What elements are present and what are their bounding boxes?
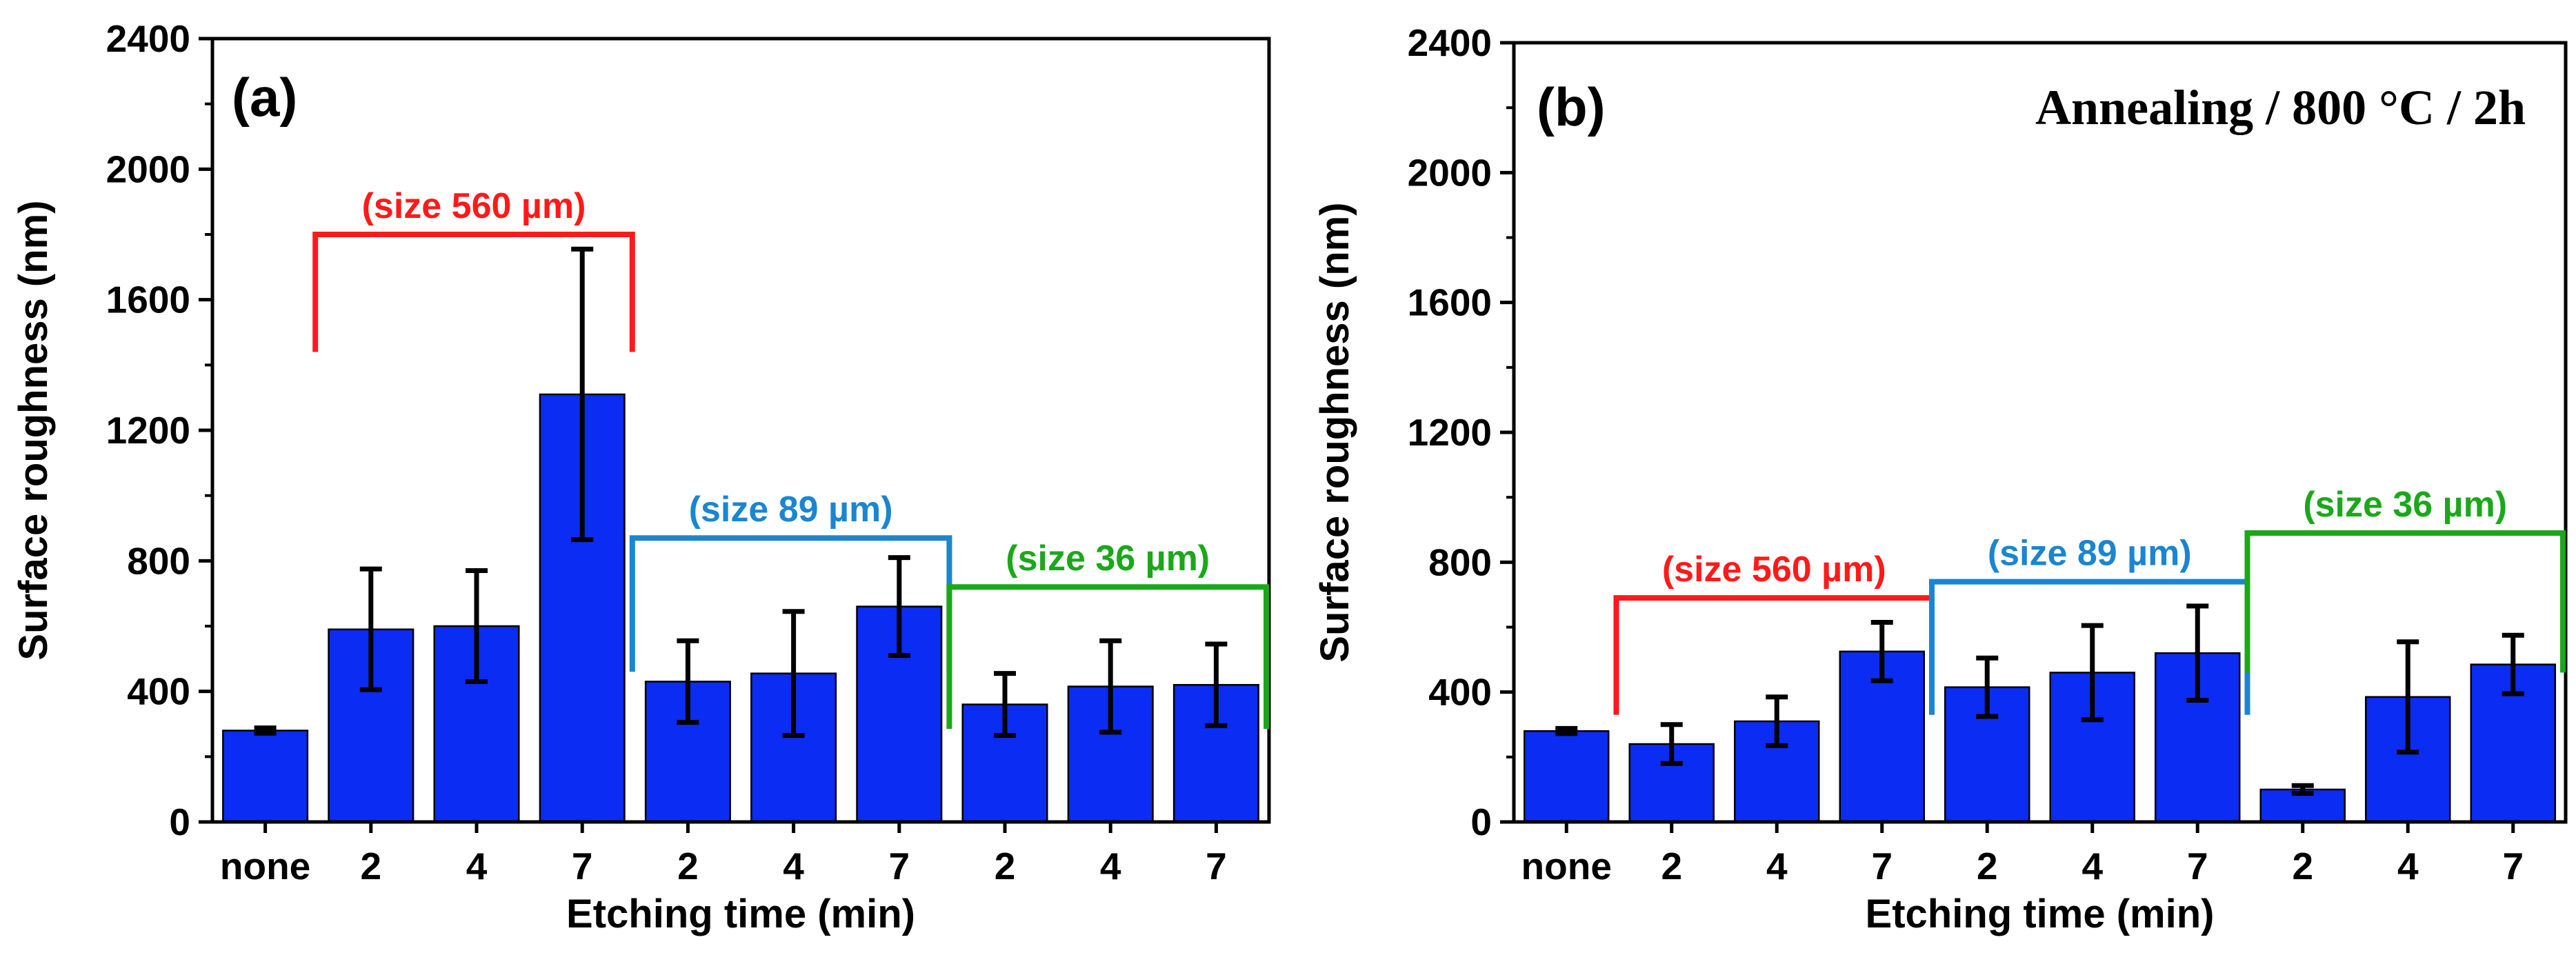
x-axis-title: Etching time (min) [1866, 892, 2215, 936]
group-bracket [2244, 530, 2566, 673]
x-tick-label: 7 [889, 845, 910, 887]
y-tick-label: 0 [169, 801, 190, 843]
x-tick-label: none [1521, 845, 1612, 887]
x-tick-label: 4 [783, 845, 804, 887]
y-tick-label: 2000 [1408, 151, 1492, 194]
x-tick-label: 7 [2187, 845, 2208, 887]
y-tick-label: 800 [127, 539, 190, 582]
group-label: (size 89 µm) [1988, 534, 2192, 574]
group-label: (size 89 µm) [689, 490, 893, 530]
chart-panel-a: 0 400 800 1200 1600 2000 2400 none 2 4 7 2 4 7 2 4 7 Etch… [11, 17, 1271, 936]
x-tick-label: 2 [677, 845, 699, 887]
y-tick-label: 800 [1428, 541, 1492, 583]
x-tick-label: 7 [1206, 845, 1227, 887]
chart-panel-b: 0 400 800 1200 1600 2000 2400 none 2 4 7 2 4 7 2 4 7 Etch… [1312, 21, 2568, 936]
y-tick-label: 2400 [106, 17, 190, 60]
bar [644, 681, 731, 823]
y-tick-label: 1600 [106, 279, 190, 321]
panel-label: (a) [232, 67, 297, 128]
x-axis-title: Etching time (min) [566, 892, 915, 936]
y-tick-label: 0 [1470, 801, 1492, 843]
y-tick-label: 1600 [1408, 281, 1492, 324]
x-tick-label: 2 [2292, 845, 2313, 887]
group-label: (size 560 µm) [362, 186, 586, 226]
x-tick-label: 2 [361, 845, 382, 887]
bar [222, 730, 309, 823]
panel-label: (b) [1537, 77, 1606, 137]
y-tick-label: 400 [1428, 671, 1492, 714]
group-label: (size 36 µm) [2303, 485, 2507, 525]
group-label: (size 560 µm) [1662, 550, 1886, 590]
y-axis-title: Surface roughness (nm) [11, 200, 56, 660]
x-tick-label: 4 [1766, 845, 1788, 887]
annotation: Annealing / 800 °C / 2h [2035, 80, 2526, 135]
x-tick-label: 7 [2502, 845, 2524, 887]
x-tick-label: 4 [1100, 845, 1121, 887]
x-tick-label: 2 [1661, 845, 1682, 887]
x-tick-label: 2 [1977, 845, 1998, 887]
x-tick-label: 7 [1871, 845, 1893, 887]
group-label: (size 36 µm) [1006, 539, 1210, 579]
group-bracket [312, 232, 635, 352]
y-axis-title: Surface roughness (nm) [1312, 202, 1357, 662]
y-tick-label: 2400 [1408, 21, 1492, 64]
bar [1524, 730, 1610, 823]
y-tick-label: 1200 [1408, 411, 1492, 454]
group-bracket [946, 584, 1269, 730]
x-tick-label: 7 [572, 845, 593, 887]
x-tick-label: 4 [2397, 845, 2419, 887]
x-tick-label: 2 [995, 845, 1016, 887]
x-tick-label: 4 [466, 845, 488, 887]
x-tick-label: none [220, 845, 310, 887]
x-tick-label: 4 [2081, 845, 2103, 887]
y-tick-label: 2000 [106, 148, 190, 190]
y-tick-label: 1200 [106, 409, 190, 452]
y-tick-label: 400 [127, 670, 190, 713]
